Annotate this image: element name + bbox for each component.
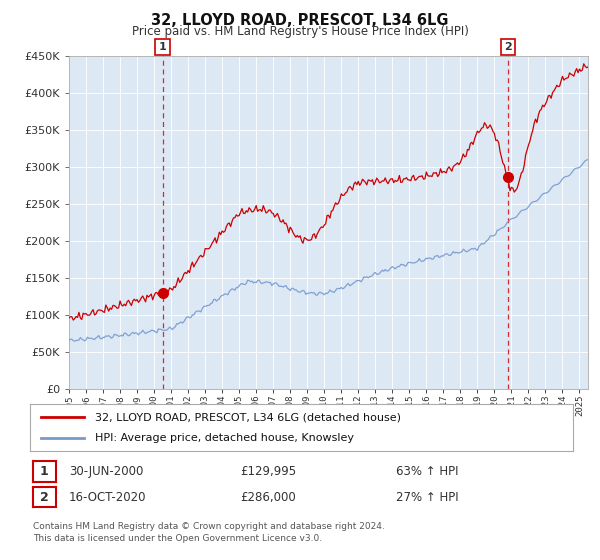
Text: 2000: 2000 (149, 394, 158, 416)
Text: 32, LLOYD ROAD, PRESCOT, L34 6LG (detached house): 32, LLOYD ROAD, PRESCOT, L34 6LG (detach… (95, 412, 401, 422)
Text: 1995: 1995 (65, 394, 74, 416)
Text: 2019: 2019 (473, 394, 482, 416)
Text: 2023: 2023 (541, 394, 550, 416)
Text: 2: 2 (504, 42, 512, 52)
Text: 30-JUN-2000: 30-JUN-2000 (69, 465, 143, 478)
Text: 1998: 1998 (116, 394, 125, 416)
Text: 2007: 2007 (269, 394, 278, 416)
Text: 2: 2 (40, 491, 49, 504)
Text: 32, LLOYD ROAD, PRESCOT, L34 6LG: 32, LLOYD ROAD, PRESCOT, L34 6LG (151, 13, 449, 28)
Text: 2016: 2016 (422, 394, 431, 416)
Text: 1: 1 (159, 42, 166, 52)
Text: 1997: 1997 (98, 394, 107, 416)
Text: 2004: 2004 (218, 394, 227, 416)
Text: 2010: 2010 (320, 394, 329, 416)
Text: 2018: 2018 (456, 394, 465, 416)
Text: 1: 1 (40, 465, 49, 478)
Text: 2011: 2011 (337, 394, 346, 416)
Text: 2002: 2002 (184, 394, 193, 416)
Text: 2005: 2005 (235, 394, 244, 416)
Text: 2008: 2008 (286, 394, 295, 416)
Text: 27% ↑ HPI: 27% ↑ HPI (396, 491, 458, 504)
Text: 2014: 2014 (388, 394, 397, 416)
Text: 2020: 2020 (490, 394, 499, 416)
Text: 2006: 2006 (251, 394, 260, 416)
Text: HPI: Average price, detached house, Knowsley: HPI: Average price, detached house, Know… (95, 433, 354, 443)
Text: 16-OCT-2020: 16-OCT-2020 (69, 491, 146, 504)
Text: Contains HM Land Registry data © Crown copyright and database right 2024.
This d: Contains HM Land Registry data © Crown c… (33, 522, 385, 543)
Text: 1999: 1999 (133, 394, 142, 416)
Text: 2024: 2024 (558, 394, 567, 416)
Text: 2009: 2009 (303, 394, 312, 416)
Text: 2022: 2022 (524, 394, 533, 416)
Text: Price paid vs. HM Land Registry's House Price Index (HPI): Price paid vs. HM Land Registry's House … (131, 25, 469, 38)
Text: £286,000: £286,000 (240, 491, 296, 504)
Text: 63% ↑ HPI: 63% ↑ HPI (396, 465, 458, 478)
Text: 2001: 2001 (167, 394, 176, 416)
Text: 2003: 2003 (200, 394, 209, 416)
Text: 1996: 1996 (82, 394, 91, 416)
Text: 2017: 2017 (439, 394, 448, 416)
Text: 2015: 2015 (405, 394, 414, 416)
Text: 2012: 2012 (354, 394, 363, 416)
Text: £129,995: £129,995 (240, 465, 296, 478)
Text: 2025: 2025 (575, 394, 584, 416)
Text: 2021: 2021 (507, 394, 516, 416)
Text: 2013: 2013 (371, 394, 380, 416)
